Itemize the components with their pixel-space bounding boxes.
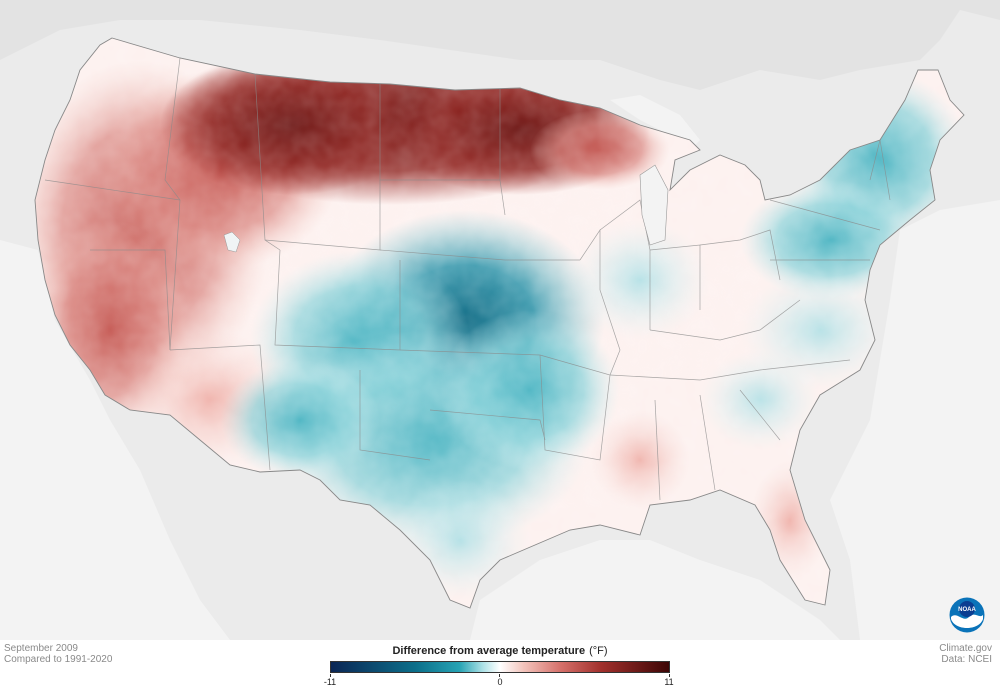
map-area: NOAA xyxy=(0,0,1000,640)
comparison-label: Compared to 1991-2020 xyxy=(4,654,113,665)
noaa-logo-text: NOAA xyxy=(958,607,976,613)
temperature-anomaly-map xyxy=(0,0,1000,640)
map-caption: September 2009 Compared to 1991-2020 xyxy=(4,643,112,665)
legend-label-max: 11 xyxy=(664,677,674,687)
atlantic-ocean xyxy=(830,200,1000,640)
credit-data: Data: NCEI xyxy=(941,654,992,665)
pacific-ocean xyxy=(0,240,230,640)
legend-tick-mid xyxy=(499,674,500,677)
canada-region xyxy=(0,0,1000,90)
noaa-logo-icon: NOAA xyxy=(949,597,985,633)
great-salt-lake xyxy=(223,231,241,253)
credit-site: Climate.gov xyxy=(939,643,992,654)
legend-unit: (°F) xyxy=(589,645,608,657)
legend-title-text: Difference from average temperature xyxy=(392,645,586,657)
gulf-of-mexico xyxy=(470,540,840,640)
legend-label-min: -11 xyxy=(323,677,337,687)
credits: Climate.gov Data: NCEI xyxy=(939,643,992,665)
date-label: September 2009 xyxy=(4,643,78,654)
legend-color-bar xyxy=(330,661,670,673)
legend-tick-max xyxy=(669,674,670,677)
lake-michigan xyxy=(639,164,669,246)
legend-title: Difference from average temperature (°F) xyxy=(330,645,670,657)
legend-label-mid: 0 xyxy=(497,677,503,687)
legend-tick-min xyxy=(330,674,331,677)
map-footer: September 2009 Compared to 1991-2020 Dif… xyxy=(0,640,1000,690)
